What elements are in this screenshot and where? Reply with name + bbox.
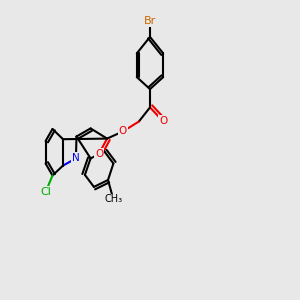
Text: CH₃: CH₃ [104,194,122,205]
Text: O: O [119,126,127,136]
Text: N: N [72,153,80,164]
Text: Br: Br [144,16,156,26]
Text: O: O [95,148,103,159]
Text: O: O [159,116,167,127]
Text: Cl: Cl [40,187,51,197]
